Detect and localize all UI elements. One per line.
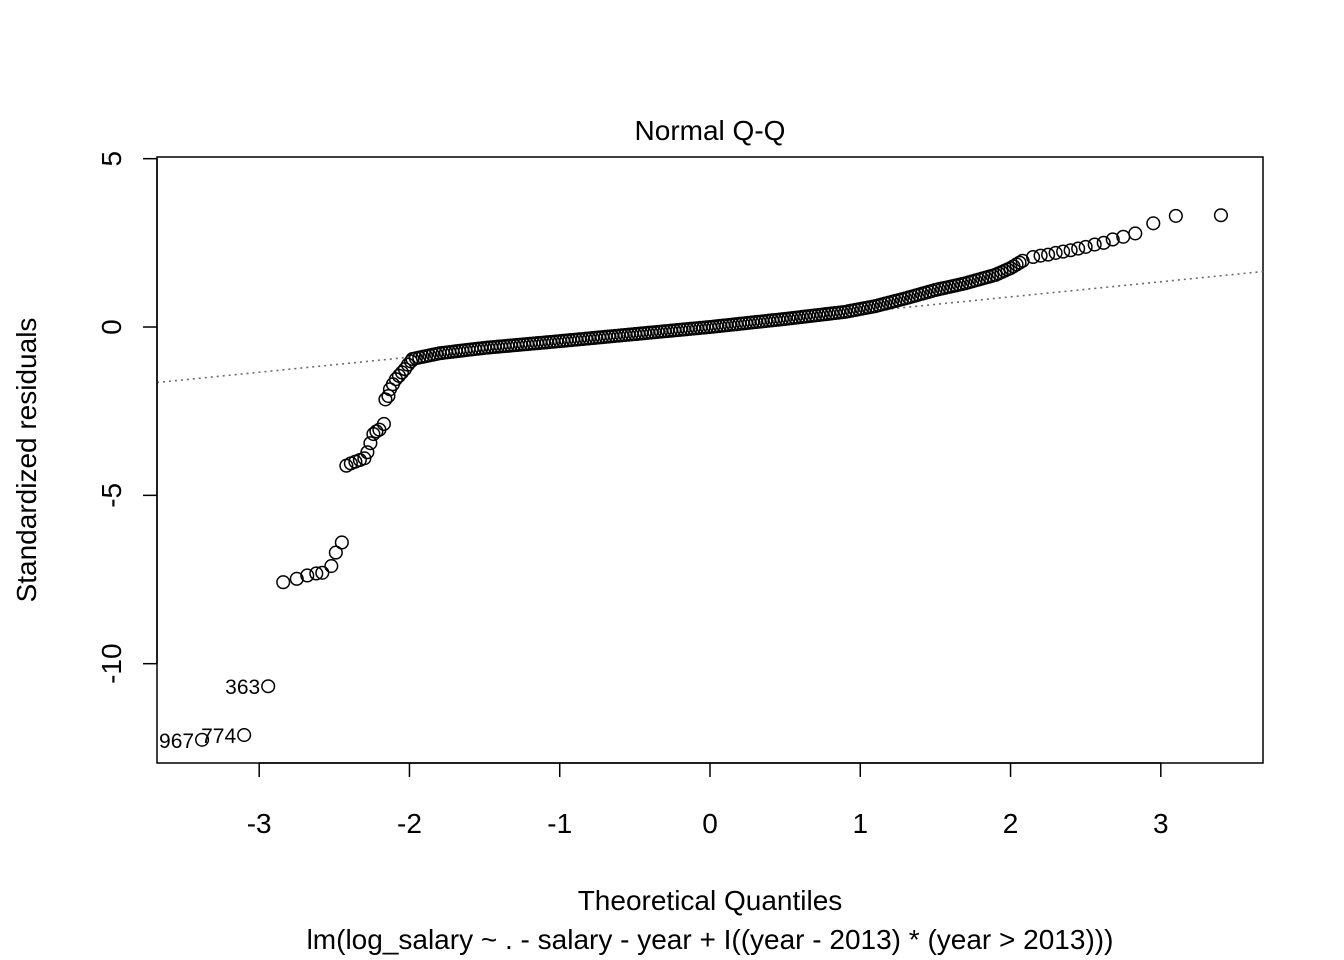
data-point bbox=[324, 559, 339, 574]
data-point bbox=[1012, 255, 1027, 270]
y-tick-label: -10 bbox=[96, 643, 127, 683]
model-formula-subtitle: lm(log_salary ~ . - salary - year + I((y… bbox=[307, 924, 1114, 955]
y-tick-label: 5 bbox=[96, 151, 127, 167]
data-point bbox=[328, 545, 343, 560]
x-axis-label: Theoretical Quantiles bbox=[578, 885, 843, 916]
data-point bbox=[363, 436, 378, 451]
plot-frame bbox=[156, 156, 1264, 764]
x-tick-label: -2 bbox=[397, 808, 422, 839]
data-point bbox=[289, 571, 304, 586]
x-tick-label: 3 bbox=[1153, 808, 1169, 839]
x-tick-label: 2 bbox=[1003, 808, 1019, 839]
data-point bbox=[1105, 232, 1120, 247]
data-point bbox=[1026, 249, 1041, 265]
data-point bbox=[1071, 241, 1086, 256]
data-point bbox=[1096, 235, 1111, 250]
x-tick-label: -3 bbox=[247, 808, 272, 839]
data-point bbox=[1213, 208, 1228, 223]
x-tick-label: 0 bbox=[702, 808, 718, 839]
data-point bbox=[360, 445, 375, 460]
data-point bbox=[369, 424, 384, 439]
outlier-label-layer: 363 774 967 bbox=[159, 676, 260, 753]
x-tick-label: 1 bbox=[852, 808, 868, 839]
y-tick-label: 0 bbox=[96, 319, 127, 335]
data-point bbox=[400, 357, 416, 372]
data-point bbox=[309, 566, 324, 581]
points-layer bbox=[195, 208, 1228, 747]
data-point bbox=[1146, 216, 1161, 231]
data-point bbox=[381, 388, 396, 404]
outlier-label: 363 bbox=[225, 676, 260, 699]
data-point bbox=[1168, 208, 1183, 223]
data-point bbox=[1056, 244, 1071, 259]
y-axis-label: Standardized residuals bbox=[11, 318, 42, 603]
data-point bbox=[237, 728, 252, 743]
outlier-label: 967 bbox=[159, 730, 194, 753]
data-point bbox=[300, 568, 315, 583]
x-tick-label: -1 bbox=[547, 808, 572, 839]
data-point bbox=[261, 679, 276, 694]
data-point bbox=[1087, 237, 1102, 252]
outlier-label: 774 bbox=[201, 725, 236, 748]
x-axis: -3 -2 -1 0 1 2 3 bbox=[247, 762, 1169, 839]
data-point bbox=[1063, 243, 1078, 258]
data-point bbox=[1078, 239, 1093, 254]
data-point bbox=[1033, 248, 1048, 263]
y-axis: -10 -5 0 5 bbox=[96, 151, 158, 684]
y-tick-label: -5 bbox=[96, 483, 127, 508]
data-point bbox=[195, 732, 210, 747]
data-point bbox=[403, 354, 419, 369]
data-point bbox=[1041, 247, 1056, 262]
data-point bbox=[1128, 226, 1143, 241]
data-point bbox=[376, 416, 391, 432]
data-point bbox=[276, 575, 291, 590]
data-point bbox=[334, 535, 349, 550]
chart-title: Normal Q-Q bbox=[635, 115, 786, 146]
data-point bbox=[1048, 245, 1063, 260]
data-point bbox=[315, 565, 330, 580]
